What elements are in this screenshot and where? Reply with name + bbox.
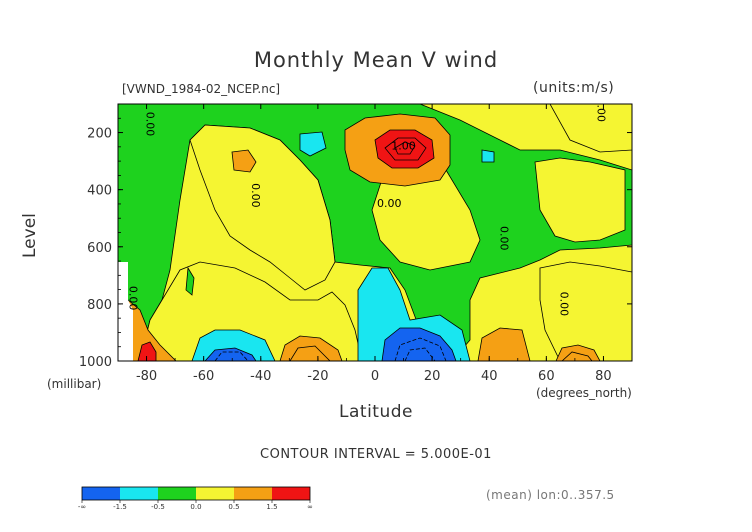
x-tick-label: 40 [481, 369, 498, 384]
field-blue-lower [381, 327, 457, 361]
chart-title: Monthly Mean V wind [253, 48, 499, 72]
colorbar-tick-label: -1.5 [113, 503, 127, 511]
colorbar-tick-label: 0.5 [228, 503, 239, 511]
contour-interval: CONTOUR INTERVAL = 5.000E-01 [260, 447, 492, 462]
contour-red-1 [384, 137, 427, 161]
x-tick-label: -60 [193, 369, 214, 384]
field-yellow-east [534, 157, 626, 243]
x-tick-label: -80 [136, 369, 157, 384]
colorbar-swatch [234, 487, 272, 500]
field-red-southwest [137, 341, 157, 361]
file-label: [VWND_1984-02_NCEP.nc] [122, 82, 281, 96]
y-axis: 200 400 600 800 1000 [79, 103, 632, 370]
contour-label: 1.00 [391, 140, 416, 153]
contour-blue-1 [394, 337, 447, 361]
colorbar-tick-label: 1.5 [266, 503, 277, 511]
y-axis-label: Level [20, 213, 40, 258]
colorbar-tick-label: -∞ [78, 503, 86, 511]
colorbar-swatch [196, 487, 234, 500]
y-axis-units: (millibar) [47, 377, 102, 391]
plot-area: 0.00 1.00 0.00 0.00 0.00 0.00 0.00 0.00 [118, 97, 632, 361]
contour-red-2 [394, 141, 416, 155]
x-axis: -80 -60 -40 -20 0 20 40 60 80 [117, 104, 633, 384]
colorbar-tick-label: -0.5 [151, 503, 165, 511]
contour-label: 0.00 [126, 286, 139, 311]
y-tick-label: 1000 [79, 355, 112, 370]
contour-orange-4 [561, 351, 593, 361]
y-tick-label: 800 [87, 298, 112, 313]
contour-label: 0.00 [498, 226, 511, 251]
field-cyan-east [481, 149, 495, 163]
field-yellow-lower-east [539, 261, 632, 361]
contour-label: 0.00 [249, 183, 262, 208]
colorbar-swatch [82, 487, 120, 500]
contour-orange-3 [289, 345, 331, 361]
x-tick-label: 20 [424, 369, 441, 384]
units-label: (units:m/s) [533, 80, 615, 96]
x-tick-label: 0 [371, 369, 379, 384]
mean-note: (mean) lon:0..357.5 [486, 488, 615, 502]
x-tick-label: 60 [538, 369, 555, 384]
colorbar: -∞ -1.5 -0.5 0.0 0.5 1.5 ∞ [78, 486, 313, 511]
contour-labels: 0.00 1.00 0.00 0.00 0.00 0.00 0.00 0.00 [126, 97, 608, 317]
contour-blue-2 [404, 347, 436, 361]
field-yellow-upper-east [549, 104, 632, 153]
field-blue-south [204, 347, 257, 361]
colorbar-swatch [158, 487, 196, 500]
colorbar-swatch [272, 487, 310, 500]
x-tick-label: -40 [250, 369, 271, 384]
y-tick-label: 600 [87, 241, 112, 256]
contour-label: 0.00 [377, 197, 402, 210]
field-orange-small [231, 149, 257, 173]
field-green-north [118, 104, 632, 361]
x-axis-units: (degrees_north) [536, 386, 632, 400]
contour-label: 0.00 [144, 112, 157, 137]
field-green-blob [185, 266, 195, 296]
colorbar-swatch [120, 487, 158, 500]
x-axis-label: Latitude [339, 402, 413, 422]
y-tick-label: 200 [87, 127, 112, 142]
colorbar-tick-label: ∞ [307, 503, 313, 511]
colorbar-tick-label: 0.0 [190, 503, 201, 511]
field-orange-south [279, 335, 343, 361]
field-yellow-tropic [189, 124, 336, 291]
x-tick-label: 80 [595, 369, 612, 384]
field-orange-southwest [127, 299, 177, 361]
contour-label: 0.00 [558, 292, 571, 317]
contour-blue-3 [214, 351, 249, 361]
contour-label: 0.00 [595, 97, 608, 122]
field-cyan-north [299, 131, 327, 157]
field-missing [118, 262, 133, 361]
field-orange-lower-east [477, 327, 531, 361]
x-tick-label: -20 [307, 369, 328, 384]
y-tick-label: 400 [87, 184, 112, 199]
